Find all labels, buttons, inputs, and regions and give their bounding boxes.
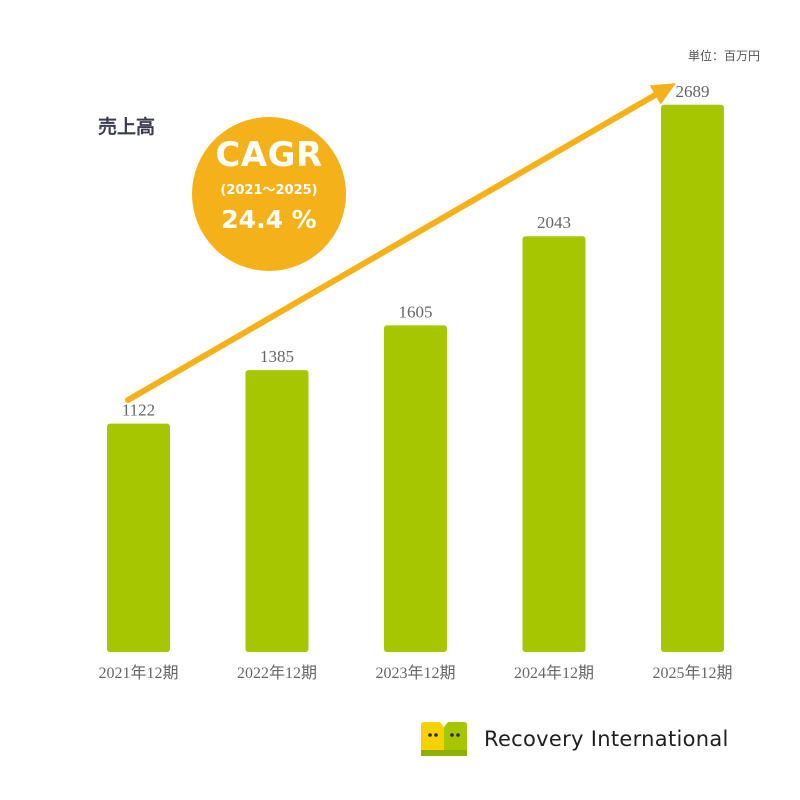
value-label-2022年12期: 1385 bbox=[260, 347, 294, 366]
cagr-badge: CAGR (2021～2025) 24.4 % bbox=[192, 117, 346, 271]
cagr-title: CAGR bbox=[215, 135, 323, 175]
bar-2023年12期 bbox=[384, 325, 447, 652]
bar-2021年12期 bbox=[107, 423, 170, 652]
brand: Recovery International bbox=[418, 719, 729, 759]
value-label-2024年12期: 2043 bbox=[537, 213, 571, 232]
x-tick-label: 2021年12期 bbox=[98, 664, 178, 682]
trend-arrow-head bbox=[649, 83, 676, 105]
bar-2025年12期 bbox=[661, 104, 724, 653]
bar-2024年12期 bbox=[522, 236, 586, 653]
recovery-international-logo-icon bbox=[421, 722, 467, 756]
cagr-value: 24.4 % bbox=[221, 205, 317, 234]
cagr-period: (2021～2025) bbox=[220, 183, 318, 198]
x-tick-label: 2024年12期 bbox=[514, 664, 594, 682]
x-tick-labels: 2021年12期 2022年12期 2023年12期 2024年12期 2025年12期 bbox=[98, 664, 732, 682]
x-tick-label: 2025年12期 bbox=[652, 664, 732, 682]
bars bbox=[107, 104, 724, 653]
chart-title: 売上高 bbox=[98, 116, 156, 138]
unit-label: 単位：百万円 bbox=[687, 49, 760, 63]
x-tick-label: 2022年12期 bbox=[237, 664, 317, 682]
x-tick-label: 2023年12期 bbox=[375, 664, 455, 682]
value-label-2021年12期: 1122 bbox=[122, 401, 155, 420]
bar-2022年12期 bbox=[245, 370, 309, 652]
value-label-2025年12期: 2689 bbox=[676, 82, 710, 101]
trend-arrow bbox=[125, 91, 660, 403]
value-labels: 1122 1385 1605 2043 2689 bbox=[122, 82, 710, 420]
brand-name: Recovery International bbox=[484, 727, 729, 751]
value-label-2023年12期: 1605 bbox=[399, 302, 433, 321]
